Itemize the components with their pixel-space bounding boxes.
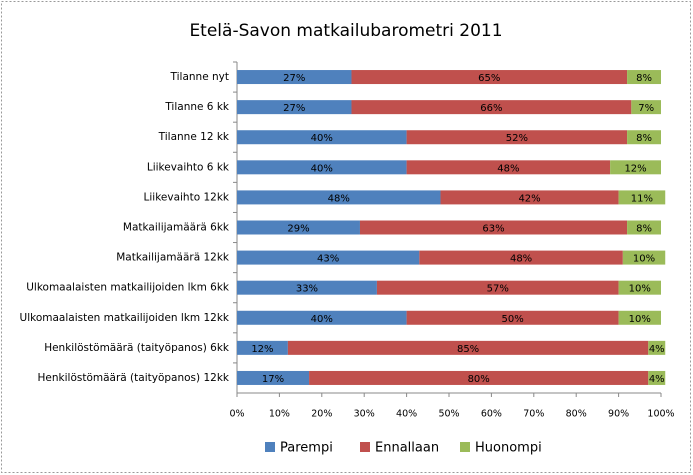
- legend-swatch: [360, 442, 370, 452]
- value-label: 4%: [649, 374, 665, 385]
- y-tick-label: Tilanne 6 kk: [164, 101, 230, 113]
- value-label: 8%: [636, 224, 652, 235]
- bar-segment: [406, 310, 619, 325]
- bar-segment: [631, 100, 661, 115]
- value-label: 29%: [287, 224, 309, 235]
- x-tick-label: 100%: [647, 409, 674, 420]
- x-tick-label: 60%: [481, 409, 502, 420]
- bar-segment: [309, 370, 649, 385]
- legend-swatch: [265, 442, 275, 452]
- value-label: 12%: [624, 163, 646, 174]
- bar-segment: [440, 190, 619, 205]
- value-label: 4%: [649, 344, 665, 355]
- y-tick-label: Ulkomaalaisten matkailijoiden lkm 6kk: [26, 282, 230, 294]
- bar-segment: [610, 160, 661, 175]
- bar-segment: [237, 160, 407, 175]
- value-label: 66%: [480, 103, 502, 114]
- bar-segment: [419, 250, 623, 265]
- value-label: 17%: [262, 374, 284, 385]
- y-tick-label: Henkilöstömäärä (taityöpanos) 12kk: [38, 372, 230, 384]
- bar-segment: [237, 310, 407, 325]
- value-label: 40%: [311, 314, 333, 325]
- bar-segment: [351, 100, 632, 115]
- legend-label: Parempi: [280, 441, 333, 456]
- value-label: 50%: [501, 314, 523, 325]
- bar-segment: [237, 250, 420, 265]
- x-tick-label: 0%: [229, 409, 244, 420]
- bar-segment: [627, 130, 661, 145]
- x-tick-label: 40%: [396, 409, 417, 420]
- value-label: 48%: [328, 193, 350, 204]
- bar-segment: [287, 340, 649, 355]
- value-label: 10%: [629, 284, 651, 295]
- bar-segment: [618, 310, 661, 325]
- value-label: 43%: [317, 254, 339, 265]
- bar-segment: [376, 280, 619, 295]
- value-label: 80%: [468, 374, 490, 385]
- bar-segment: [406, 130, 628, 145]
- chart-title: Etelä-Savon matkailubarometri 2011: [189, 21, 502, 41]
- y-tick-label: Tilanne 12 kk: [158, 131, 230, 143]
- value-label: 42%: [518, 193, 540, 204]
- value-label: 8%: [636, 73, 652, 84]
- value-label: 40%: [311, 133, 333, 144]
- value-label: 40%: [311, 163, 333, 174]
- y-tick-label: Liikevaihto 6 kk: [147, 161, 230, 173]
- y-tick-label: Matkailijamäärä 6kk: [123, 222, 230, 234]
- y-tick-label: Matkailijamäärä 12kk: [116, 252, 230, 264]
- legend-swatch: [460, 442, 470, 452]
- legend-label: Huonompi: [475, 441, 542, 456]
- bar-segment: [359, 220, 628, 235]
- bar-segment: [627, 220, 661, 235]
- y-tick-label: Henkilöstömäärä (taityöpanos) 6kk: [44, 342, 230, 354]
- x-tick-label: 80%: [566, 409, 587, 420]
- value-label: 7%: [638, 103, 654, 114]
- bar-segment: [622, 250, 666, 265]
- value-label: 12%: [251, 344, 273, 355]
- bar-segment: [627, 70, 661, 85]
- bar-segment: [618, 280, 661, 295]
- bar-segment: [351, 70, 628, 85]
- value-label: 10%: [633, 254, 655, 265]
- value-label: 27%: [283, 73, 305, 84]
- value-label: 57%: [487, 284, 509, 295]
- x-tick-label: 10%: [269, 409, 290, 420]
- x-tick-label: 50%: [438, 409, 459, 420]
- bar-segment: [237, 190, 441, 205]
- legend-label: Ennallaan: [375, 441, 439, 456]
- x-tick-label: 30%: [354, 409, 375, 420]
- value-label: 8%: [636, 133, 652, 144]
- value-label: 85%: [457, 344, 479, 355]
- bar-segment: [648, 370, 666, 385]
- y-tick-label: Ulkomaalaisten matkailijoiden lkm 12kk: [20, 312, 230, 324]
- value-label: 48%: [510, 254, 532, 265]
- value-label: 63%: [482, 224, 504, 235]
- bar-segment: [237, 100, 352, 115]
- value-label: 33%: [296, 284, 318, 295]
- x-tick-label: 20%: [311, 409, 332, 420]
- value-label: 65%: [478, 73, 500, 84]
- value-label: 10%: [629, 314, 651, 325]
- bar-segment: [237, 70, 352, 85]
- bar-segment: [618, 190, 666, 205]
- x-tick-label: 90%: [608, 409, 629, 420]
- bar-segment: [237, 280, 377, 295]
- bar-segment: [237, 220, 360, 235]
- value-label: 11%: [631, 193, 653, 204]
- value-label: 52%: [506, 133, 528, 144]
- bar-segment: [237, 370, 310, 385]
- y-tick-label: Liikevaihto 12kk: [144, 191, 230, 203]
- value-label: 48%: [497, 163, 519, 174]
- bar-segment: [406, 160, 611, 175]
- bar-segment: [237, 130, 407, 145]
- value-label: 27%: [283, 103, 305, 114]
- x-tick-label: 70%: [523, 409, 544, 420]
- y-tick-label: Tilanne nyt: [170, 71, 229, 83]
- bar-segment: [648, 340, 666, 355]
- bar-segment: [237, 340, 288, 355]
